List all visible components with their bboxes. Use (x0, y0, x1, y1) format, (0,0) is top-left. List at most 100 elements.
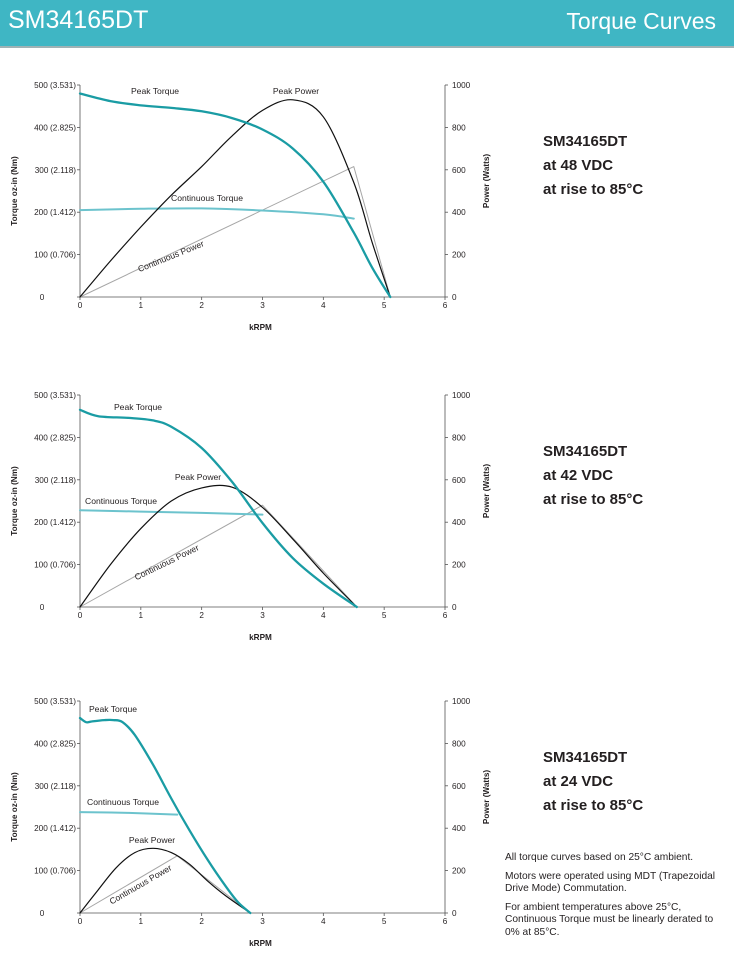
continuous-torque-label: Continuous Torque (85, 496, 157, 506)
x-tick-label: 1 (139, 917, 144, 926)
y-tick-label: 200 (1.412) (34, 208, 76, 217)
x-tick-label: 1 (139, 301, 144, 310)
peak-torque-label: Peak Torque (131, 86, 179, 96)
x-tick-label: 0 (78, 917, 83, 926)
y-tick-label: 500 (3.531) (34, 391, 76, 400)
y-tick-label: 200 (1.412) (34, 824, 76, 833)
info-model: SM34165DT (543, 133, 628, 150)
info-voltage: at 24 VDC (543, 773, 614, 790)
peak-torque-line (78, 716, 252, 915)
x-tick-label: 4 (321, 917, 326, 926)
header-divider (0, 46, 734, 48)
chart-info-24vdc: SM34165DT at 24 VDC at rise to 85°C (543, 746, 643, 818)
y-tick-label: 300 (2.118) (35, 782, 77, 791)
peak-power-label: Peak Power (129, 835, 175, 845)
x-tick-label: 1 (139, 611, 144, 620)
chart-info-48vdc: SM34165DT at 48 VDC at rise to 85°C (543, 130, 643, 202)
y2-tick-label: 1000 (452, 697, 471, 706)
x-tick-label: 5 (382, 611, 387, 620)
torque-chart-48vdc: 0 100 (0.706) 200 (1.412) 300 (2.118) 400 (2… (10, 81, 491, 332)
x-tick-label: 0 (78, 611, 83, 620)
peak-power-line (79, 847, 251, 914)
continuous-power-line (79, 504, 358, 608)
peak-torque-line (78, 408, 358, 609)
y2-tick-label: 1000 (452, 391, 471, 400)
y2-tick-label: 0 (452, 293, 457, 302)
note-ambient: All torque curves based on 25°C ambient. (505, 852, 694, 863)
y2-tick-label: 400 (452, 208, 466, 217)
y-tick-label: 0 (40, 909, 45, 918)
note-derating: For ambient temperatures above 25°C, Con… (505, 901, 714, 938)
peak-torque-line (78, 92, 392, 299)
x-axis-title: kRPM (249, 939, 272, 948)
y2-tick-label: 800 (452, 123, 466, 132)
y2-tick-label: 400 (452, 824, 466, 833)
x-tick-label: 2 (199, 611, 204, 620)
y2-tick-label: 600 (452, 782, 466, 791)
peak-power-label: Peak Power (175, 472, 221, 482)
y2-axis-title: Power (Watts) (482, 464, 491, 519)
x-tick-label: 3 (260, 301, 265, 310)
peak-torque-label: Peak Torque (114, 402, 162, 412)
y-tick-label: 400 (2.825) (34, 433, 76, 442)
x-tick-label: 0 (78, 301, 83, 310)
peak-power-line (79, 484, 358, 608)
y2-tick-label: 600 (452, 166, 466, 175)
y2-tick-label: 600 (452, 476, 466, 485)
continuous-power-label: Continuous Power (136, 238, 205, 274)
y2-axis-title: Power (Watts) (482, 154, 491, 209)
x-tick-label: 5 (382, 301, 387, 310)
y-tick-label: 400 (2.825) (34, 739, 76, 748)
y-tick-label: 500 (3.531) (34, 697, 76, 706)
continuous-torque-label: Continuous Torque (87, 797, 159, 807)
y-tick-label: 0 (40, 293, 45, 302)
y2-tick-label: 800 (452, 739, 466, 748)
x-tick-label: 4 (321, 611, 326, 620)
y-axis-title: Torque oz-in (Nm) (10, 156, 19, 226)
info-voltage: at 48 VDC (543, 157, 614, 174)
x-tick-label: 4 (321, 301, 326, 310)
y2-tick-label: 200 (452, 251, 466, 260)
note-commutation: Motors were operated using MDT (Trapezoi… (505, 870, 716, 895)
y-tick-label: 100 (0.706) (34, 561, 76, 570)
y-tick-label: 300 (2.118) (35, 476, 77, 485)
section-title: Torque Curves (566, 8, 716, 34)
continuous-power-label: Continuous Power (133, 542, 201, 582)
y-tick-label: 100 (0.706) (34, 867, 76, 876)
x-tick-label: 3 (260, 611, 265, 620)
y2-tick-label: 800 (452, 433, 466, 442)
y2-tick-label: 400 (452, 518, 466, 527)
x-axis-title: kRPM (249, 323, 272, 332)
x-tick-label: 2 (199, 917, 204, 926)
torque-chart-42vdc: 0 100 (0.706) 200 (1.412) 300 (2.118) 400 (2… (10, 391, 491, 642)
info-model: SM34165DT (543, 443, 628, 460)
continuous-torque-label: Continuous Torque (171, 193, 243, 203)
x-tick-label: 6 (443, 301, 448, 310)
y-axis-title: Torque oz-in (Nm) (10, 466, 19, 536)
info-temperature: at rise to 85°C (543, 491, 644, 508)
torque-chart-24vdc: 0 100 (0.706) 200 (1.412) 300 (2.118) 400 (2… (10, 697, 491, 948)
x-tick-label: 3 (260, 917, 265, 926)
info-voltage: at 42 VDC (543, 467, 614, 484)
info-model: SM34165DT (543, 749, 628, 766)
y-tick-label: 0 (40, 603, 45, 612)
continuous-torque-line (79, 509, 264, 516)
y-tick-label: 400 (2.825) (34, 123, 76, 132)
y-tick-label: 500 (3.531) (34, 81, 76, 90)
peak-power-line (79, 99, 391, 298)
continuous-torque-line (79, 811, 179, 816)
info-temperature: at rise to 85°C (543, 181, 644, 198)
x-axis-title: kRPM (249, 633, 272, 642)
x-tick-label: 6 (443, 917, 448, 926)
y-tick-label: 300 (2.118) (35, 166, 77, 175)
y2-tick-label: 200 (452, 867, 466, 876)
y2-tick-label: 0 (452, 909, 457, 918)
x-tick-label: 5 (382, 917, 387, 926)
y2-axis-title: Power (Watts) (482, 770, 491, 825)
y2-tick-label: 0 (452, 603, 457, 612)
chart-info-42vdc: SM34165DT at 42 VDC at rise to 85°C (543, 440, 643, 512)
y-axis-title: Torque oz-in (Nm) (10, 772, 19, 842)
continuous-power-line (79, 166, 391, 298)
header-bar: SM34165DT Torque Curves (0, 0, 734, 46)
x-tick-label: 6 (443, 611, 448, 620)
